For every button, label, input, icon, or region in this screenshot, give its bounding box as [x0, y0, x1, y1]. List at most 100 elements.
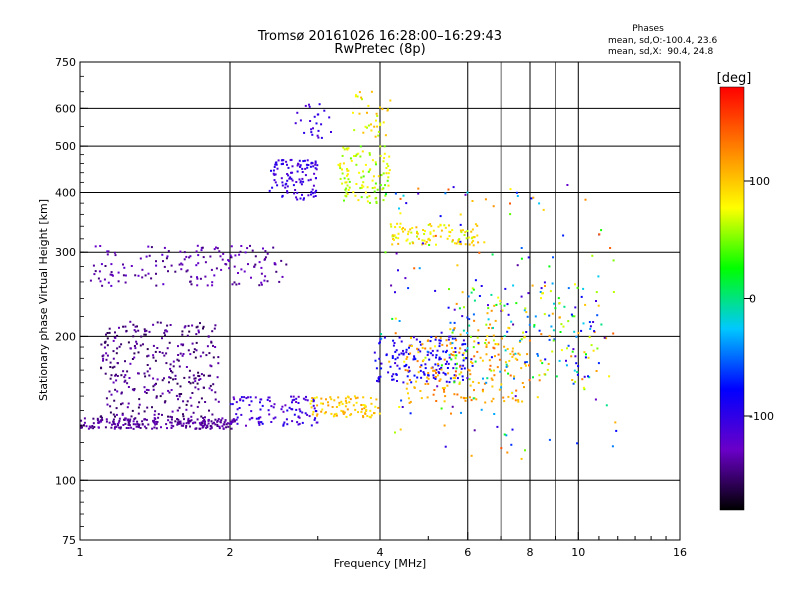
data-point — [388, 155, 391, 158]
data-point — [344, 405, 347, 408]
data-point — [510, 392, 513, 394]
data-point — [410, 231, 413, 234]
data-point — [170, 389, 173, 391]
data-point — [397, 269, 399, 272]
data-point — [360, 410, 363, 413]
data-point — [471, 200, 474, 202]
data-point — [489, 364, 492, 367]
data-point — [118, 419, 121, 422]
data-point — [291, 171, 294, 174]
data-point — [394, 226, 397, 229]
data-point — [407, 353, 410, 355]
data-point — [584, 198, 587, 201]
data-point — [254, 263, 257, 266]
data-point — [387, 165, 390, 168]
data-point — [511, 350, 514, 353]
data-point — [268, 189, 271, 192]
data-point — [527, 256, 530, 259]
data-point — [295, 408, 298, 411]
data-point — [176, 358, 179, 361]
data-point — [560, 349, 563, 352]
colorbar-tick-label: -100 — [749, 410, 774, 423]
data-point — [346, 173, 349, 176]
data-point — [316, 421, 319, 424]
data-point — [374, 359, 377, 362]
data-point — [291, 399, 294, 402]
data-point — [222, 427, 225, 430]
data-point — [455, 242, 458, 245]
data-point — [471, 241, 473, 244]
data-point — [202, 327, 204, 330]
data-point — [315, 396, 318, 399]
data-point — [392, 373, 395, 376]
data-point — [105, 352, 108, 355]
data-point — [358, 112, 361, 115]
data-point — [514, 352, 517, 355]
data-point — [135, 340, 138, 343]
data-point — [130, 426, 133, 429]
data-point — [399, 222, 402, 225]
data-point — [89, 279, 92, 282]
data-point — [388, 360, 391, 363]
data-point — [411, 227, 414, 229]
data-point — [144, 375, 147, 378]
data-point — [347, 178, 350, 181]
data-point — [379, 154, 382, 157]
data-point — [361, 98, 363, 101]
data-point — [126, 419, 129, 422]
data-point — [552, 339, 555, 342]
data-point — [362, 416, 365, 419]
data-point — [179, 422, 182, 425]
data-point — [172, 360, 175, 363]
data-point — [340, 400, 343, 403]
data-point — [144, 274, 147, 277]
data-point — [349, 414, 352, 417]
data-point — [164, 334, 166, 337]
data-point — [355, 183, 358, 185]
data-point — [471, 364, 474, 367]
data-point — [314, 167, 317, 170]
data-point — [430, 225, 433, 228]
data-point — [261, 422, 264, 425]
data-point — [548, 314, 551, 317]
data-point — [342, 146, 345, 149]
data-point — [386, 109, 389, 112]
data-point — [470, 360, 472, 363]
data-point — [325, 398, 327, 401]
x-tick-label: 16 — [673, 546, 687, 559]
data-point — [219, 420, 222, 423]
data-point — [316, 164, 319, 167]
data-point — [428, 358, 431, 361]
data-point — [151, 427, 154, 430]
data-point — [520, 457, 523, 460]
data-point — [329, 396, 332, 399]
data-point — [195, 349, 198, 352]
data-point — [488, 359, 491, 362]
data-point — [496, 425, 499, 428]
data-point — [468, 318, 471, 321]
data-point — [239, 398, 242, 401]
data-point — [384, 184, 386, 187]
data-point — [464, 243, 467, 246]
data-point — [406, 238, 409, 241]
data-point — [493, 304, 496, 307]
data-point — [111, 366, 114, 369]
data-point — [437, 362, 439, 365]
data-point — [290, 177, 293, 180]
data-point — [362, 404, 365, 406]
data-point — [570, 313, 573, 316]
data-point — [309, 165, 312, 168]
data-point — [432, 393, 435, 396]
data-point — [458, 307, 461, 310]
data-point — [116, 334, 119, 337]
data-point — [169, 324, 172, 326]
data-point — [465, 237, 468, 240]
data-point — [458, 351, 461, 354]
data-point — [455, 354, 458, 357]
data-point — [185, 422, 188, 425]
data-point — [298, 178, 301, 181]
data-point — [209, 384, 212, 387]
data-point — [125, 329, 128, 332]
data-point — [580, 329, 583, 332]
data-point — [516, 264, 519, 267]
